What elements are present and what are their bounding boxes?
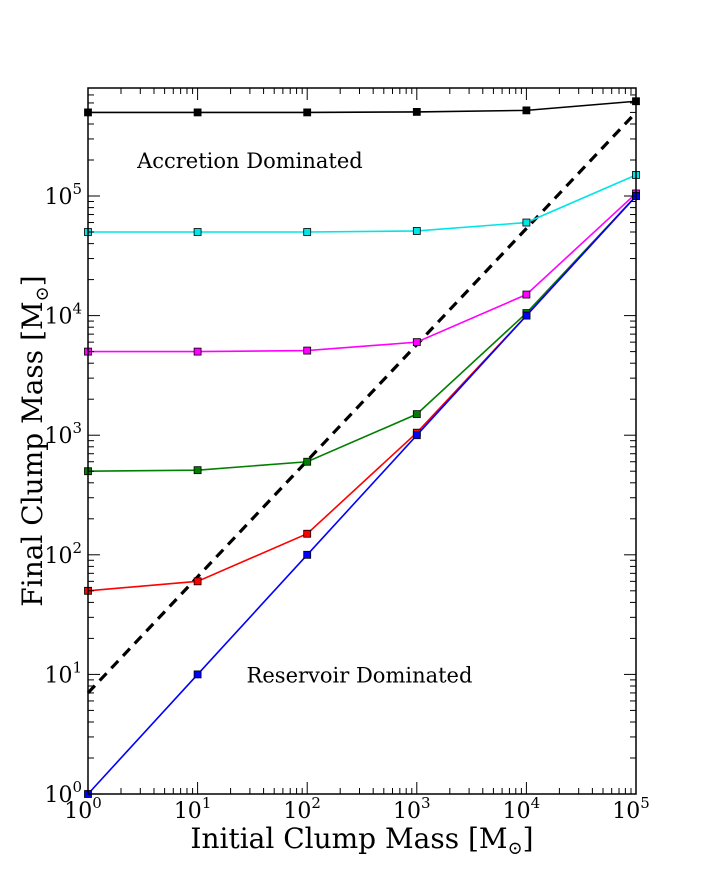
series-line-5 bbox=[87, 195, 637, 795]
series-5-point-1 bbox=[193, 670, 202, 679]
series-line-0 bbox=[88, 100, 637, 114]
x-tick-label: 100 bbox=[64, 794, 102, 824]
series-1-point-2 bbox=[303, 228, 312, 236]
y-axis-title: Final Clump Mass [M⊙] bbox=[16, 275, 53, 606]
series-5-point-2 bbox=[303, 550, 312, 559]
x-tick-label: 105 bbox=[612, 794, 650, 824]
x-axis-title-close: ] bbox=[523, 822, 534, 855]
series-0-point-4 bbox=[522, 106, 531, 115]
y-tick-label: 101 bbox=[44, 658, 82, 688]
x-tick-label: 101 bbox=[174, 794, 212, 824]
x-axis-title: Initial Clump Mass [M⊙] bbox=[190, 822, 533, 859]
series-0-point-3 bbox=[412, 107, 421, 116]
y-axis-sun-symbol: ⊙ bbox=[32, 286, 53, 301]
x-tick-label: 104 bbox=[503, 794, 541, 824]
x-tick-label: 102 bbox=[283, 794, 321, 824]
annotation-1: Reservoir Dominated bbox=[247, 663, 473, 687]
plot-area bbox=[84, 97, 640, 798]
y-tick-label: 104 bbox=[44, 300, 82, 330]
series-0-point-2 bbox=[303, 108, 312, 117]
series-5-point-4 bbox=[522, 311, 531, 320]
y-axis-title-close: ] bbox=[16, 275, 49, 286]
series-1-point-1 bbox=[193, 228, 202, 236]
y-tick-label: 100 bbox=[44, 778, 82, 808]
series-5-point-3 bbox=[412, 431, 421, 440]
series-1-point-3 bbox=[412, 227, 421, 235]
series-2-point-1 bbox=[193, 347, 202, 356]
y-tick-label: 103 bbox=[44, 419, 82, 449]
y-tick-label: 102 bbox=[44, 539, 82, 569]
x-axis-sun-symbol: ⊙ bbox=[508, 838, 523, 859]
axes-frame bbox=[87, 87, 637, 795]
series-0-point-1 bbox=[193, 108, 202, 117]
series-4-point-2 bbox=[303, 529, 312, 538]
y-tick-label: 105 bbox=[44, 180, 82, 210]
annotations: Accretion Dominated Reservoir Dominated bbox=[136, 149, 472, 687]
series-line-1 bbox=[88, 174, 637, 233]
axis-ticks bbox=[87, 87, 637, 795]
y-axis-title-text: Final Clump Mass [M bbox=[16, 301, 49, 606]
series-2-point-4 bbox=[522, 290, 531, 299]
series-line-4 bbox=[87, 195, 637, 592]
series-line-2 bbox=[88, 192, 637, 353]
series-2-point-3 bbox=[412, 338, 421, 347]
series-4-point-1 bbox=[193, 577, 202, 586]
x-tick-label: 103 bbox=[393, 794, 431, 824]
x-axis-title-text: Initial Clump Mass [M bbox=[190, 822, 507, 855]
series-3-point-2 bbox=[303, 457, 312, 466]
annotation-0: Accretion Dominated bbox=[136, 149, 363, 173]
series-line-3 bbox=[87, 195, 637, 473]
series-3-point-3 bbox=[412, 410, 421, 419]
reference-dashed-line bbox=[86, 111, 638, 695]
series-3-point-1 bbox=[193, 466, 202, 475]
series-2-point-2 bbox=[303, 346, 312, 355]
tick-labels: 100 101 102 103 104 105 100 101 102 103 104 105 bbox=[44, 180, 649, 824]
series-1-point-4 bbox=[522, 218, 531, 227]
